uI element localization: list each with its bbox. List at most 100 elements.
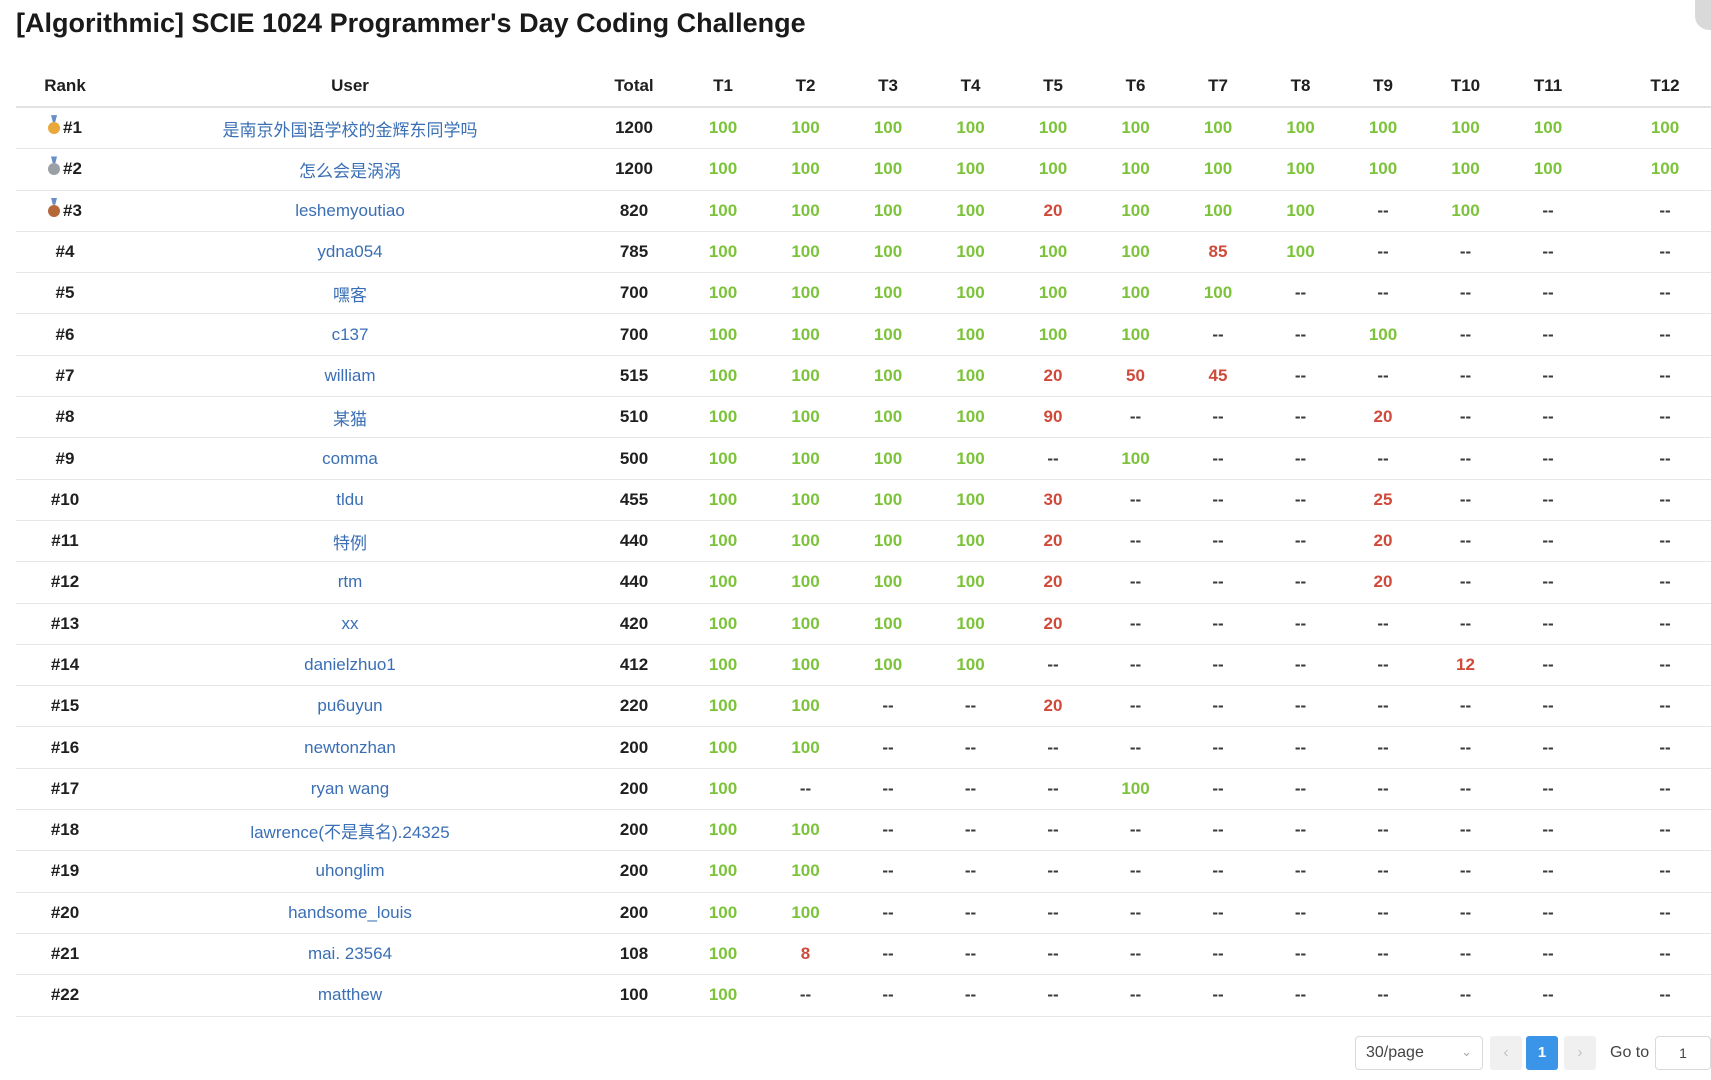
task-score-t10: --	[1424, 479, 1507, 521]
chevron-right-icon: ›	[1577, 1044, 1583, 1061]
task-score-t8: --	[1259, 974, 1342, 1017]
user-link[interactable]: rtm	[114, 561, 586, 604]
table-row: #6 c137 700 100 100 100 100 100 100 -- -- 100 -- -- --	[16, 313, 1711, 356]
user-link[interactable]: ryan wang	[114, 768, 586, 811]
column-header-t9: T9	[1342, 66, 1424, 108]
user-link[interactable]: tldu	[114, 479, 586, 521]
bronze-medal-icon	[48, 204, 61, 217]
table-row: #1 是南京外国语学校的金辉东同学吗 1200 100 100 100 100 100 100 1…	[16, 107, 1711, 150]
task-score-t8: 100	[1259, 231, 1342, 274]
task-score-t3: --	[847, 933, 929, 976]
task-score-t10: --	[1424, 809, 1507, 852]
task-score-t2: 100	[764, 685, 847, 728]
task-score-t1: 100	[682, 107, 764, 150]
rank-label: #16	[50, 737, 80, 757]
task-score-t7: --	[1177, 644, 1259, 687]
user-link[interactable]: handsome_louis	[114, 892, 586, 934]
task-score-t9: --	[1342, 809, 1424, 852]
task-score-t2: 100	[764, 190, 847, 232]
task-score-t4: --	[929, 892, 1012, 934]
user-link[interactable]: 嘿客	[114, 272, 586, 315]
rank-cell: #1	[16, 107, 114, 150]
table-row: #12 rtm 440 100 100 100 100 20 -- -- -- 20 -- -- --	[16, 561, 1711, 604]
user-link[interactable]: ydna054	[114, 231, 586, 274]
task-score-t3: 100	[847, 313, 929, 356]
table-row: #10 tldu 455 100 100 100 100 30 -- -- -- 25 -- -- --	[16, 479, 1711, 521]
task-score-t9: --	[1342, 892, 1424, 934]
task-score-t3: --	[847, 685, 929, 728]
task-score-t11: --	[1507, 974, 1589, 1017]
user-link[interactable]: lawrence(不是真名).24325	[114, 809, 586, 852]
task-score-t12: --	[1589, 603, 1711, 645]
task-score-t5: --	[1012, 768, 1094, 811]
next-page-button[interactable]: ›	[1564, 1036, 1596, 1070]
task-score-t6: 100	[1094, 190, 1177, 232]
user-link[interactable]: leshemyoutiao	[114, 190, 586, 232]
task-score-t9: --	[1342, 974, 1424, 1017]
task-score-t2: --	[764, 768, 847, 811]
task-score-t5: --	[1012, 726, 1094, 769]
task-score-t3: --	[847, 974, 929, 1017]
column-header-t8: T8	[1259, 66, 1342, 108]
user-link[interactable]: uhonglim	[114, 850, 586, 893]
rank-label: #11	[51, 531, 79, 551]
task-score-t12: --	[1589, 892, 1711, 934]
page-size-select[interactable]: 30/page ⌄	[1355, 1036, 1483, 1070]
task-score-t1: 100	[682, 520, 764, 563]
task-score-t12: --	[1589, 974, 1711, 1017]
user-link[interactable]: mai. 23564	[114, 933, 586, 976]
column-header-t4: T4	[929, 66, 1012, 108]
task-score-t11: --	[1507, 768, 1589, 811]
task-score-t1: 100	[682, 355, 764, 398]
user-link[interactable]: xx	[114, 603, 586, 645]
prev-page-button[interactable]: ‹	[1490, 1036, 1522, 1070]
total-score: 108	[586, 933, 682, 976]
task-score-t5: 30	[1012, 479, 1094, 521]
task-score-t10: --	[1424, 437, 1507, 480]
user-link[interactable]: 某猫	[114, 396, 586, 439]
window-corner-decoration	[1695, 0, 1711, 30]
task-score-t1: 100	[682, 437, 764, 480]
task-score-t1: 100	[682, 313, 764, 356]
user-link[interactable]: 怎么会是涡涡	[114, 148, 586, 191]
user-link[interactable]: c137	[114, 313, 586, 356]
rank-label: #19	[50, 861, 80, 881]
page-1-button[interactable]: 1	[1526, 1036, 1558, 1070]
task-score-t6: 50	[1094, 355, 1177, 398]
user-link[interactable]: comma	[114, 437, 586, 480]
user-link[interactable]: 特例	[114, 520, 586, 563]
task-score-t4: --	[929, 726, 1012, 769]
total-score: 200	[586, 726, 682, 769]
task-score-t11: --	[1507, 892, 1589, 934]
task-score-t10: --	[1424, 768, 1507, 811]
task-score-t1: 100	[682, 479, 764, 521]
task-score-t3: 100	[847, 396, 929, 439]
user-link[interactable]: matthew	[114, 974, 586, 1017]
task-score-t1: 100	[682, 685, 764, 728]
task-score-t8: 100	[1259, 148, 1342, 191]
task-score-t8: --	[1259, 272, 1342, 315]
task-score-t1: 100	[682, 231, 764, 274]
user-link[interactable]: 是南京外国语学校的金辉东同学吗	[114, 107, 586, 150]
task-score-t5: 20	[1012, 355, 1094, 398]
task-score-t9: --	[1342, 355, 1424, 398]
task-score-t5: 20	[1012, 603, 1094, 645]
user-link[interactable]: newtonzhan	[114, 726, 586, 769]
rank-label: #3	[63, 200, 82, 220]
task-score-t1: 100	[682, 396, 764, 439]
task-score-t5: --	[1012, 933, 1094, 976]
task-score-t10: 12	[1424, 644, 1507, 687]
task-score-t6: --	[1094, 603, 1177, 645]
task-score-t7: --	[1177, 437, 1259, 480]
goto-page-input[interactable]	[1655, 1036, 1711, 1070]
task-score-t6: 100	[1094, 768, 1177, 811]
rank-label: #8	[55, 407, 75, 427]
user-link[interactable]: danielzhuo1	[114, 644, 586, 687]
total-score: 200	[586, 809, 682, 852]
user-link[interactable]: pu6uyun	[114, 685, 586, 728]
task-score-t10: --	[1424, 520, 1507, 563]
task-score-t10: --	[1424, 685, 1507, 728]
user-link[interactable]: william	[114, 355, 586, 398]
task-score-t2: 100	[764, 850, 847, 893]
total-score: 420	[586, 603, 682, 645]
